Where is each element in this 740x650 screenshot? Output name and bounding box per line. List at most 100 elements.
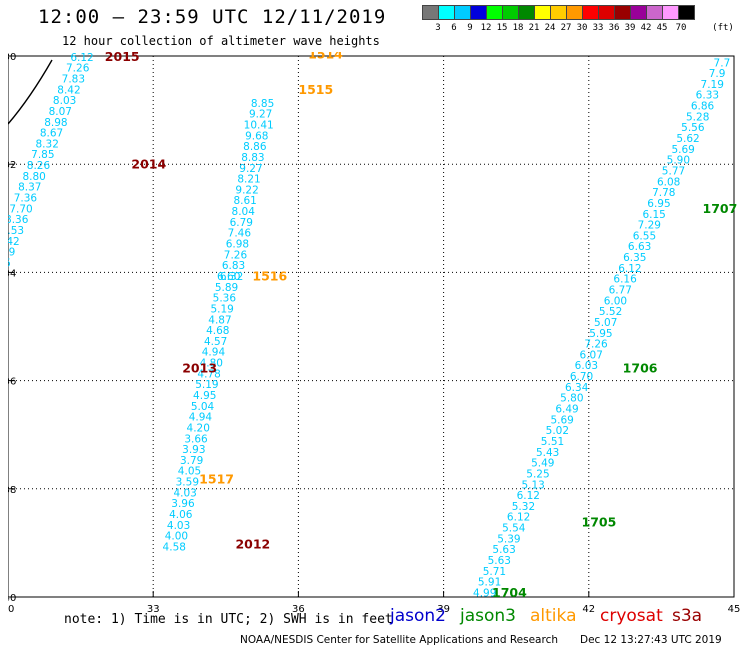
wave-height-value: 7.85 (31, 149, 54, 161)
pass-label: 2012 (235, 536, 270, 551)
wave-height-value: 4.58 (163, 541, 186, 553)
x-tick-label: 45 (728, 604, 740, 615)
wave-height-value: 4.87 (208, 314, 231, 326)
wave-height-value: 6.60 (217, 271, 240, 283)
wave-height-value: 5.63 (488, 555, 511, 567)
x-tick-label: 36 (292, 604, 305, 615)
wave-height-value: 6.12 (618, 263, 641, 275)
wave-height-value: 4.78 (197, 368, 220, 380)
wave-height-value: 6.98 (226, 239, 249, 251)
x-tick-label: 42 (582, 604, 595, 615)
color-legend (422, 5, 695, 20)
wave-height-value: 5.51 (541, 436, 564, 448)
legend-swatch (678, 5, 695, 20)
legend-swatch (566, 5, 583, 20)
wave-height-value: 8.80 (22, 171, 45, 183)
wave-height-value: 4.20 (187, 422, 210, 434)
wave-height-value: 8.03 (53, 95, 76, 107)
map-frame (8, 55, 735, 598)
wave-height-value: 7.26 (584, 339, 608, 351)
wave-height-value: 6.07 (580, 349, 603, 361)
wave-height-value: 8.85 (251, 98, 274, 110)
map-title: 12:00 – 23:59 UTC 12/11/2019 (38, 6, 387, 28)
wave-height-value: 6.42 (8, 236, 20, 248)
wave-height-value: 7.7 (714, 57, 731, 69)
map-subtitle: 12 hour collection of altimeter wave hei… (62, 34, 380, 48)
wave-height-value: 6.12 (507, 512, 530, 524)
wave-height-value: 6.12 (70, 52, 93, 64)
wave-height-value: 5.15 (8, 257, 11, 269)
wave-height-value: 4.57 (204, 336, 227, 348)
wave-height-value: 9.27 (239, 163, 262, 175)
legend-label: 27 (560, 23, 572, 33)
wave-height-value: 6.33 (696, 90, 719, 102)
legend-swatch (470, 5, 487, 20)
legend-label: 9 (467, 23, 473, 33)
wave-height-value: 8.07 (49, 106, 72, 118)
wave-height-value: 5.62 (676, 133, 699, 145)
y-tick-label: -30 (8, 52, 16, 63)
wave-height-value: 6.15 (642, 209, 665, 221)
pass-label: 2015 (105, 52, 140, 64)
wave-height-value: 7.36 (14, 193, 38, 205)
wave-height-value: 5.80 (560, 393, 583, 405)
wave-height-value: 5.19 (210, 303, 233, 315)
wave-height-value: 5.54 (502, 523, 526, 535)
legend-label: 42 (640, 23, 652, 33)
credit-text: NOAA/NESDIS Center for Satellite Applica… (240, 634, 558, 646)
wave-height-value: 4.94 (202, 347, 226, 359)
wave-height-value: 6.08 (657, 176, 680, 188)
pass-label: 1515 (298, 82, 333, 97)
legend-label: 39 (624, 23, 636, 33)
wave-height-value: 7.70 (9, 203, 32, 215)
satellite-label-s3a: s3a (672, 606, 703, 626)
wave-height-value: 5.63 (492, 544, 515, 556)
wave-height-value: 5.39 (497, 533, 520, 545)
legend-swatch (454, 5, 471, 20)
x-tick-label: 39 (437, 604, 450, 615)
wave-height-value: 5.49 (531, 458, 554, 470)
wave-height-value: 4.68 (206, 325, 229, 337)
legend-unit: (ft) (712, 23, 734, 33)
wave-height-value: 5.69 (671, 144, 694, 156)
legend-swatch (662, 5, 679, 20)
wave-height-value: 6.79 (230, 217, 253, 229)
wave-height-map: 303336394245-30-32-34-36-38-406.127.267.… (8, 52, 740, 615)
wave-height-value: 8.83 (241, 152, 264, 164)
wave-height-value: 9.22 (235, 184, 258, 196)
pass-label: 1704 (492, 585, 527, 600)
legend-label: 33 (592, 23, 604, 33)
pass-label: 2013 (182, 360, 217, 375)
wave-height-value: 7.78 (652, 187, 675, 199)
legend-label: 45 (656, 23, 668, 33)
wave-height-value: 5.69 (550, 414, 573, 426)
wave-height-value: 4.99 (473, 587, 496, 599)
legend-label: 30 (576, 23, 588, 33)
wave-height-value: 8.04 (232, 206, 256, 218)
wave-height-value: 5.07 (594, 317, 617, 329)
wave-height-value: 5.95 (589, 328, 612, 340)
wave-height-value: 4.06 (169, 509, 193, 521)
wave-height-value: 8.26 (27, 160, 51, 172)
wave-height-value: 8.36 (8, 214, 29, 226)
wave-height-value: 8.86 (243, 141, 267, 153)
wave-height-value: 7.83 (62, 74, 85, 86)
footer-note: note: 1) Time is in UTC; 2) SWH is in fe… (64, 612, 393, 627)
wave-height-value: 5.13 (521, 479, 544, 491)
y-tick-label: -40 (8, 593, 16, 604)
timestamp: Dec 12 13:27:43 UTC 2019 (580, 634, 722, 646)
x-tick-label: 30 (8, 604, 14, 615)
wave-height-value: 5.25 (526, 468, 549, 480)
wave-height-value: 8.37 (18, 182, 41, 194)
legend-label: 6 (451, 23, 457, 33)
wave-height-value: 6.00 (604, 295, 627, 307)
wave-height-value: 7.19 (701, 79, 724, 91)
wave-height-value: 6.83 (222, 260, 245, 272)
wave-height-value: 8.21 (237, 174, 260, 186)
y-tick-label: -38 (8, 485, 16, 496)
wave-height-value: 6.70 (570, 371, 593, 383)
legend-label: 24 (544, 23, 556, 33)
wave-height-value: 6.86 (691, 101, 715, 113)
legend-swatch (438, 5, 455, 20)
wave-height-value: 3.93 (182, 444, 205, 456)
